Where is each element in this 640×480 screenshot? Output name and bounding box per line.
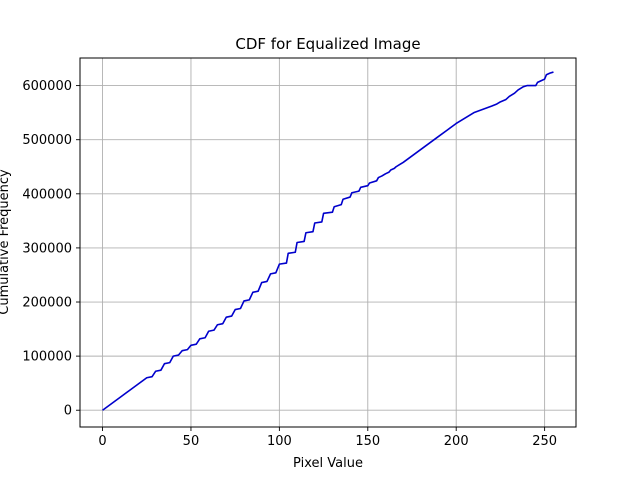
series-layer: [102, 71, 554, 411]
y-axis-label: Cumulative Frequency: [0, 169, 12, 315]
x-tick-label: 150: [355, 434, 380, 449]
y-tick-label: 400000: [22, 187, 72, 202]
x-tick-label: 250: [532, 434, 557, 449]
grid: [80, 58, 576, 427]
y-tick-label: 0: [64, 404, 72, 419]
y-axis-ticks: 0 100000 200000 300000 400000 500000 600000: [22, 79, 80, 419]
x-axis-ticks: 0 50 100 150 200 250: [98, 427, 557, 449]
plot-frame: [79, 57, 577, 428]
x-tick-label: 100: [267, 434, 292, 449]
x-axis-label: Pixel Value: [293, 456, 363, 471]
cdf-line: [102, 71, 554, 411]
x-tick-label: 50: [183, 434, 200, 449]
x-tick-label: 0: [98, 434, 106, 449]
y-tick-label: 600000: [22, 79, 72, 94]
x-tick-label: 200: [444, 434, 469, 449]
y-tick-label: 500000: [22, 133, 72, 148]
y-tick-label: 100000: [22, 350, 72, 365]
y-tick-label: 200000: [22, 296, 72, 311]
y-tick-label: 300000: [22, 241, 72, 256]
chart-title: CDF for Equalized Image: [235, 35, 420, 53]
